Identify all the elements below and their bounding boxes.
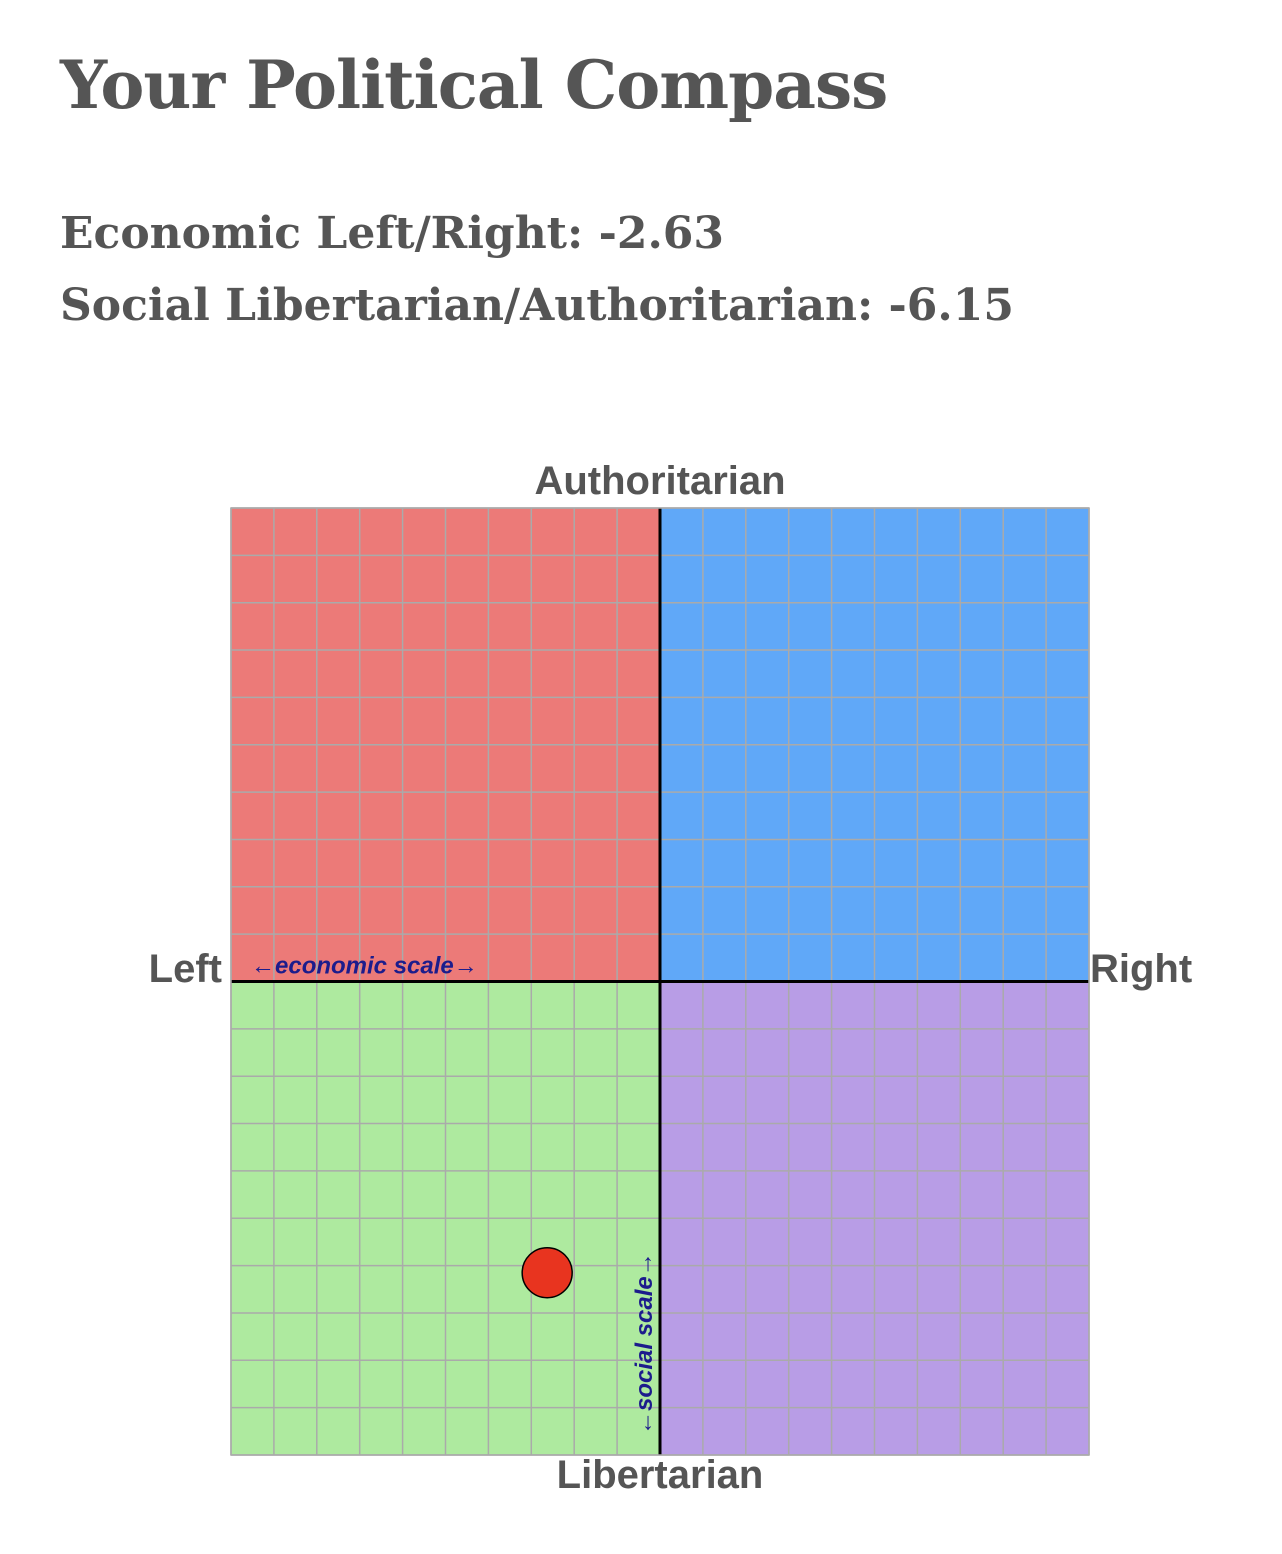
social-scale-annotation: ←social scale→	[631, 1252, 658, 1435]
left-label: Left	[148, 947, 222, 991]
authoritarian-label: Authoritarian	[534, 459, 786, 503]
user-position-point	[521, 1246, 573, 1299]
plot-border	[230, 507, 1090, 1456]
libertarian-label: Libertarian	[556, 1453, 764, 1497]
economic-scale-annotation: ←economic scale→	[251, 953, 478, 980]
social-score: Social Libertarian/Authoritarian: -6.15	[60, 280, 1014, 331]
right-label: Right	[1090, 947, 1193, 991]
page-title: Your Political Compass	[60, 46, 888, 124]
economic-score: Economic Left/Right: -2.63	[60, 208, 724, 259]
